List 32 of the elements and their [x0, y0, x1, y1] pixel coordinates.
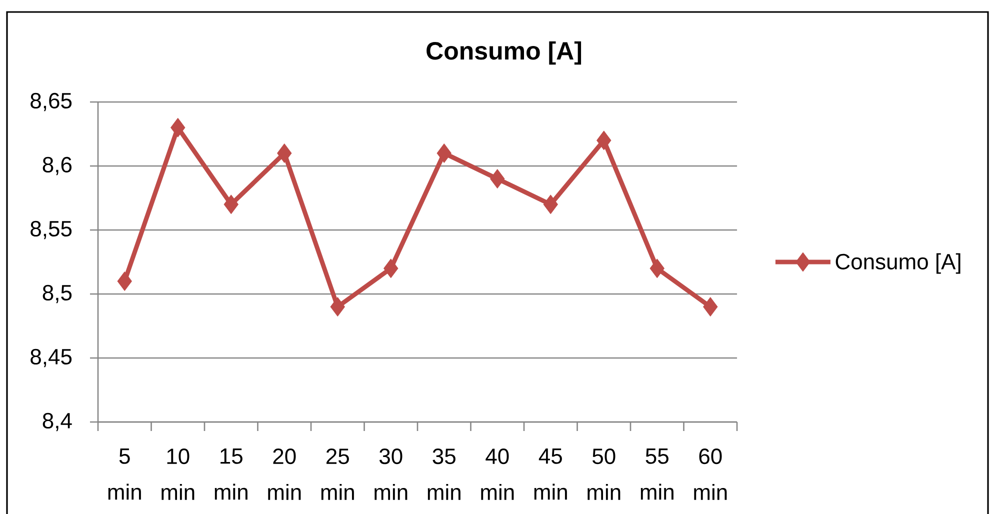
point	[117, 271, 132, 291]
point	[330, 297, 346, 317]
point	[277, 143, 292, 163]
point	[543, 194, 558, 214]
point	[170, 118, 186, 138]
point	[490, 169, 505, 189]
x-tick-label: 15 min	[214, 448, 248, 500]
y-tick-label: 8,5	[42, 284, 72, 304]
y-tick-label: 8,55	[30, 220, 72, 240]
y-tick-label: 8,45	[30, 348, 72, 368]
y-tick-label: 8,4	[42, 412, 72, 432]
x-tick-label: 25 min	[321, 448, 354, 500]
point	[224, 194, 238, 214]
x-tick-label: 50 min	[588, 448, 620, 500]
legend-label: Consumo [A]	[836, 253, 960, 274]
point	[436, 143, 452, 163]
x-tick-label: 55 min	[640, 448, 674, 500]
x-tick-label: 20 min	[268, 448, 301, 500]
x-tick-label: 40 min	[481, 448, 514, 500]
x-tick-label: 35 min	[428, 448, 460, 500]
x-tick-label: 45 min	[534, 448, 567, 500]
y-tick-label: 8,6	[42, 156, 72, 176]
point	[596, 130, 612, 150]
point	[650, 258, 665, 278]
x-tick-label: 10 min	[162, 448, 194, 500]
chart-title: Consumo [A]	[426, 41, 582, 65]
x-tick-label: 30 min	[374, 448, 408, 500]
point	[384, 258, 398, 278]
x-tick-label: 5 min	[108, 448, 141, 500]
y-tick-label: 8,65	[30, 92, 72, 112]
point	[703, 297, 718, 317]
x-tick-label: 60 min	[694, 448, 727, 500]
